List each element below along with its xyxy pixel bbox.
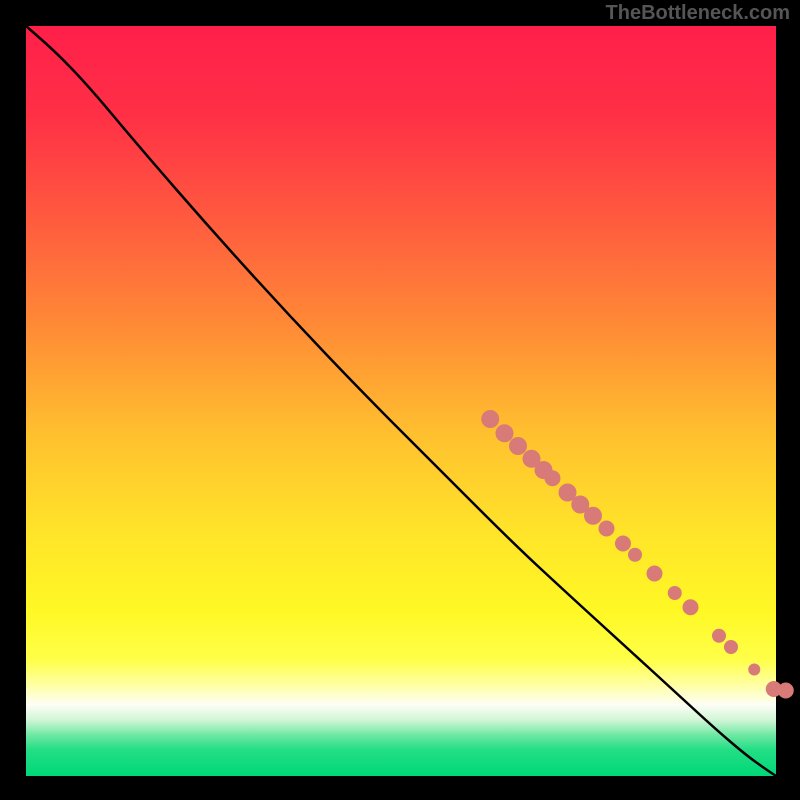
data-marker (748, 664, 760, 676)
data-marker (496, 424, 514, 442)
data-marker (683, 599, 699, 615)
data-marker (778, 683, 794, 699)
data-marker (545, 470, 561, 486)
data-marker (509, 437, 527, 455)
data-marker (668, 586, 682, 600)
data-marker (647, 566, 663, 582)
data-marker (712, 629, 726, 643)
plot-background (26, 26, 776, 776)
data-marker (584, 507, 602, 525)
data-marker (615, 536, 631, 552)
data-marker (724, 640, 738, 654)
chart-container: TheBottleneck.com (0, 0, 800, 800)
chart-svg (0, 0, 800, 800)
data-marker (599, 521, 615, 537)
data-marker (481, 410, 499, 428)
watermark-text: TheBottleneck.com (606, 2, 790, 25)
data-marker (628, 548, 642, 562)
